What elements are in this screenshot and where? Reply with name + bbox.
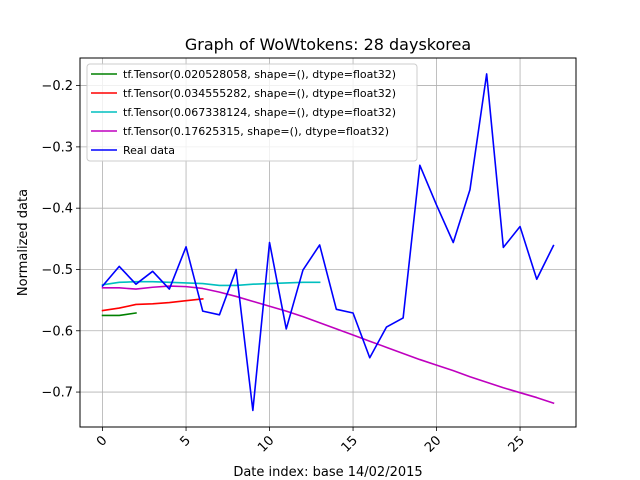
y-axis-label: Normalized data	[16, 189, 31, 296]
y-tick-label: −0.4	[41, 202, 73, 217]
y-tick-label: −0.5	[41, 263, 73, 278]
y-tick-label: −0.3	[41, 140, 73, 155]
series-line-1	[101, 312, 137, 317]
x-axis-ticks: 0 5 10 15 20 25	[94, 427, 528, 456]
x-tick-label: 15	[339, 433, 361, 455]
x-tick-label: 0	[94, 433, 110, 449]
legend-entry: tf.Tensor(0.067338124, shape=(), dtype=f…	[123, 106, 396, 119]
x-tick-label: 20	[422, 433, 444, 455]
legend: tf.Tensor(0.020528058, shape=(), dtype=f…	[86, 63, 418, 162]
y-tick-label: −0.6	[41, 324, 73, 339]
chart-title: Graph of WoWtokens: 28 dayskorea	[185, 35, 471, 54]
x-tick-label: 25	[506, 433, 528, 455]
series-line-4	[101, 285, 555, 405]
x-tick-label: 10	[255, 433, 277, 455]
legend-entry: tf.Tensor(0.17625315, shape=(), dtype=fl…	[123, 125, 389, 138]
legend-entry: tf.Tensor(0.020528058, shape=(), dtype=f…	[123, 68, 396, 81]
y-tick-label: −0.2	[41, 79, 73, 94]
y-axis-ticks: −0.7 −0.6 −0.5 −0.4 −0.3 −0.2	[41, 79, 80, 401]
series-line-5	[101, 73, 555, 412]
y-tick-label: −0.7	[41, 386, 73, 401]
legend-entry: Real data	[123, 144, 175, 157]
x-tick-label: 5	[177, 433, 193, 449]
plot-frame	[79, 57, 577, 428]
series-lines	[101, 73, 555, 412]
x-axis-label: Date index: base 14/02/2015	[233, 465, 422, 480]
legend-box	[86, 63, 418, 162]
series-line-2	[101, 298, 204, 312]
legend-entry: tf.Tensor(0.034555282, shape=(), dtype=f…	[123, 87, 396, 100]
